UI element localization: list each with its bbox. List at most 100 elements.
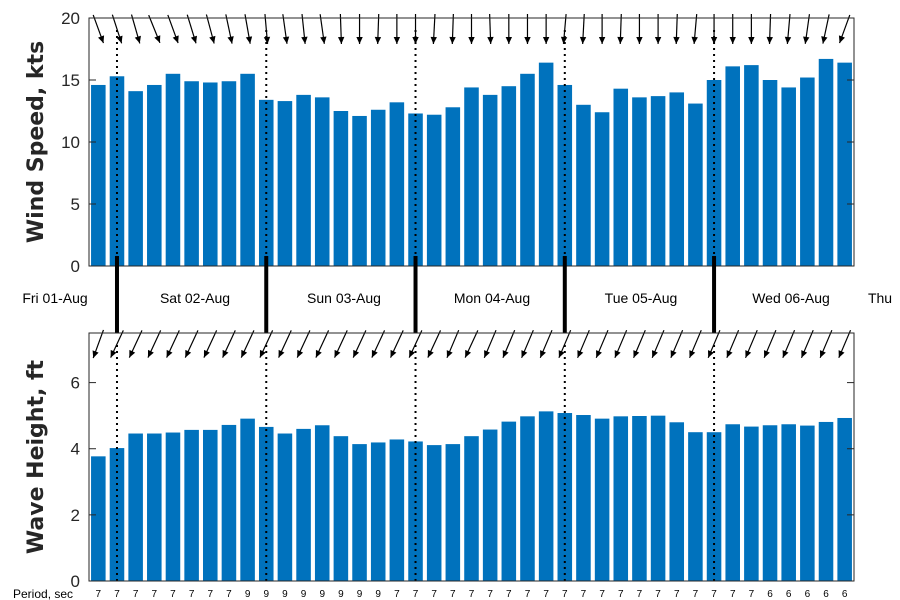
wind-bar (744, 65, 759, 267)
wind-direction-arrow (654, 14, 662, 44)
wave-direction-arrow (352, 330, 367, 358)
wave-direction-arrow (408, 330, 423, 358)
wave-bar (296, 428, 311, 581)
wave-bar (632, 416, 647, 581)
wind-bar (91, 84, 106, 267)
wave-bar (744, 426, 759, 581)
wind-direction-arrow (560, 14, 568, 44)
wave-bar (147, 433, 162, 581)
wind-bar (482, 94, 498, 266)
wind-direction-arrow (784, 14, 792, 44)
period-value: 7 (562, 589, 568, 600)
wind-bar (277, 101, 293, 266)
period-value: 7 (487, 589, 493, 600)
wind-bar (706, 80, 722, 266)
wave-bar (352, 444, 367, 581)
wind-y-tick-label: 20 (61, 9, 80, 28)
wind-direction-arrow (766, 13, 773, 45)
wave-bar (445, 444, 461, 581)
wind-bar (221, 81, 237, 267)
period-value: 6 (786, 589, 792, 600)
period-value: 7 (730, 589, 736, 600)
day-label: Thu (868, 290, 892, 306)
wave-direction-arrow (577, 329, 590, 359)
wind-direction-arrow (244, 14, 253, 44)
wave-bar (203, 429, 218, 581)
wind-direction-arrow (301, 14, 308, 44)
wind-bar (445, 107, 461, 266)
wind-bar (314, 97, 330, 266)
period-value: 7 (133, 589, 139, 600)
wind-bar (203, 82, 218, 266)
day-label: Sun 03-Aug (307, 290, 381, 306)
wave-bar (520, 416, 535, 581)
wave-direction-arrow (688, 329, 702, 359)
period-value: 9 (375, 589, 381, 600)
period-value: 7 (525, 589, 531, 600)
wind-bar (165, 73, 181, 266)
wave-bar (837, 417, 852, 581)
wave-direction-arrow (595, 329, 609, 359)
wind-bar (837, 62, 852, 266)
wind-direction-arrow (579, 13, 587, 45)
wave-bar (240, 418, 255, 581)
wind-bar (725, 66, 740, 266)
period-value: 9 (263, 589, 269, 600)
wave-direction-arrow (296, 330, 311, 358)
wave-direction-arrow (539, 329, 553, 359)
wave-direction-arrow (110, 330, 124, 358)
wave-direction-arrow (184, 330, 199, 358)
period-value: 7 (543, 589, 549, 600)
wave-bar (688, 432, 703, 581)
wave-direction-arrow (819, 329, 833, 359)
wave-bar (184, 429, 199, 581)
wind-bar (594, 112, 610, 267)
period-value: 7 (618, 589, 624, 600)
wave-bar (762, 425, 778, 581)
wave-y-axis-label: Wave Height, ft (24, 359, 49, 554)
wave-direction-arrow (389, 330, 404, 358)
wave-bar (221, 424, 237, 581)
wave-direction-arrow (707, 329, 721, 359)
wind-direction-arrow (430, 13, 437, 45)
period-value: 7 (749, 589, 755, 600)
wind-bar (800, 77, 815, 267)
wave-axes-box (88, 332, 855, 582)
wave-bar (464, 436, 479, 581)
wind-bar (426, 114, 442, 266)
wind-direction-arrow (186, 14, 198, 44)
wave-bar (277, 433, 293, 581)
wave-direction-arrow (633, 329, 646, 359)
wave-bar (781, 424, 796, 581)
wave-direction-arrow (464, 330, 479, 358)
wave-direction-arrow (521, 329, 534, 359)
wave-bar (538, 411, 554, 581)
wave-direction-arrow (147, 330, 162, 358)
period-value: 9 (338, 589, 344, 600)
period-value: 7 (655, 589, 661, 600)
wave-bar (408, 441, 423, 581)
wind-bar (333, 111, 349, 266)
wind-bar (613, 88, 629, 267)
wave-bar (370, 442, 386, 581)
wind-y-axis-label: Wind Speed, kts (24, 41, 49, 243)
period-value: 7 (413, 589, 419, 600)
wave-y-tick-label: 2 (71, 506, 80, 525)
period-value: 7 (96, 589, 102, 600)
period-value: 7 (226, 589, 232, 600)
wind-bar (576, 104, 591, 266)
wind-direction-arrow (505, 14, 513, 44)
wave-bar (576, 415, 591, 581)
wave-bar (613, 416, 629, 581)
wave-direction-arrow (315, 330, 330, 358)
wave-direction-arrow (782, 329, 796, 359)
wave-direction-arrow (651, 329, 665, 359)
wave-y-tick-label: 6 (71, 374, 80, 393)
wind-direction-arrow (319, 14, 327, 44)
wave-bar (501, 421, 517, 581)
wave-y-tick-label: 4 (71, 440, 80, 459)
period-value: 7 (450, 589, 456, 600)
wave-direction-arrow (670, 329, 684, 359)
period-value: 7 (152, 589, 158, 600)
